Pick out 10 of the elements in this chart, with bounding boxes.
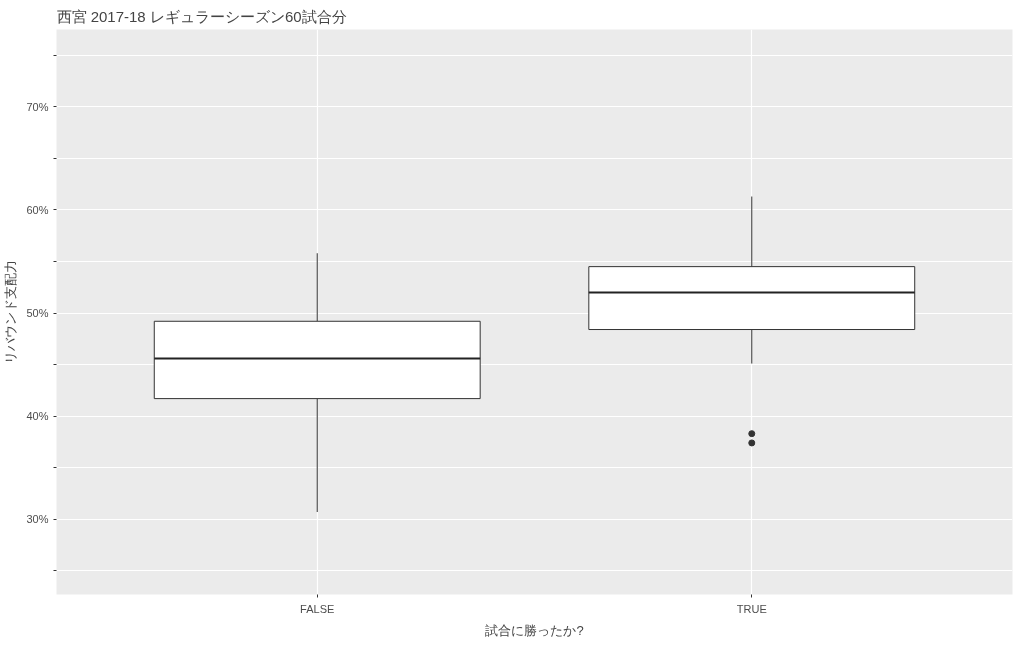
y-tick-label: 70%	[26, 100, 49, 113]
x-tick-label: FALSE	[300, 602, 335, 615]
x-axis-title: 試合に勝ったか?	[485, 622, 584, 638]
y-axis-title: リバウンド支配力	[3, 260, 19, 364]
y-tick-label: 60%	[26, 203, 49, 216]
y-tick-label: 40%	[26, 410, 49, 423]
y-tick-label: 30%	[26, 513, 49, 526]
chart-title: 西宮 2017-18 レギュラーシーズン60試合分	[56, 7, 347, 25]
x-tick-label: TRUE	[736, 602, 767, 615]
y-tick-label: 50%	[26, 307, 49, 320]
